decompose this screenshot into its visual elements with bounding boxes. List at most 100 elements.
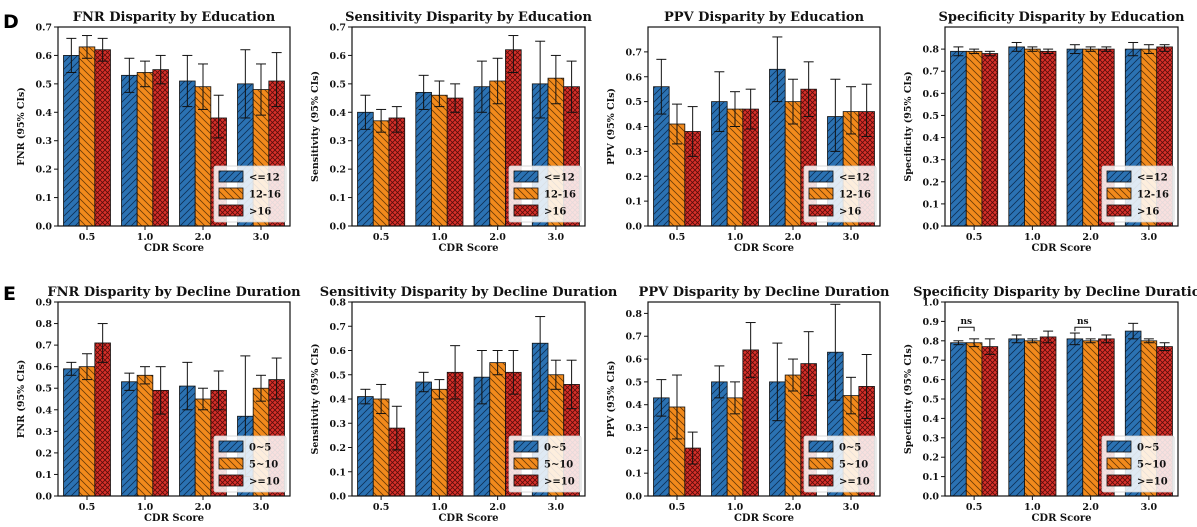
x-tick-label: 0.5	[669, 232, 686, 243]
y-tick-label: 0.6	[922, 89, 939, 100]
y-tick-label: 0.1	[329, 467, 346, 478]
x-tick-label: 0.5	[669, 502, 686, 513]
bar-hatch	[1083, 49, 1099, 226]
y-tick-label: 0.7	[35, 23, 52, 34]
y-tick-label: 0.2	[329, 165, 346, 176]
significance-bracket	[958, 327, 974, 331]
legend-label: 0~5	[839, 443, 861, 454]
bar-hatch	[1083, 341, 1099, 496]
y-tick-label: 0.0	[329, 222, 346, 233]
bar-hatch	[195, 399, 211, 496]
y-tick-label: 0.0	[922, 492, 939, 503]
y-tick-label: 0.0	[329, 492, 346, 503]
y-tick-label: 0.8	[922, 45, 939, 56]
legend-label: >16	[544, 207, 566, 218]
chart-4: FNR Disparity by Decline Duration0.00.10…	[16, 285, 301, 524]
y-tick-label: 0.0	[35, 222, 52, 233]
legend-label: 12-16	[544, 190, 576, 201]
y-tick-label: 0.7	[35, 341, 52, 352]
chart-title: PPV Disparity by Decline Duration	[639, 285, 890, 300]
chart-6: PPV Disparity by Decline Duration 0.0 0.1 0…	[606, 285, 890, 524]
legend-swatch-hatch	[514, 441, 538, 452]
y-axis-label: PPV (95% CIs)	[606, 88, 617, 165]
y-tick-label: 0.5	[625, 377, 642, 388]
bar-hatch	[389, 118, 405, 226]
chart-1: Sensitivity Disparity by Education0.00.1…	[310, 10, 592, 254]
significance-annotation: ns	[1075, 317, 1091, 331]
y-axis-label: PPV (95% CIs)	[606, 361, 617, 438]
legend-label: 12-16	[839, 190, 871, 201]
legend: 0~5 5~10 >=10	[214, 436, 286, 492]
legend: <=12 12-16 >16	[1102, 166, 1174, 222]
y-tick-label: 0.4	[329, 395, 346, 406]
y-tick-label: 0.7	[922, 356, 939, 367]
y-tick-label: 0.1	[625, 197, 642, 208]
legend-swatch-hatch	[1107, 171, 1131, 182]
y-tick-label: 0.1	[922, 472, 939, 483]
panel-label-e: E	[3, 283, 16, 305]
y-tick-label: 0.7	[625, 332, 642, 343]
bar-hatch	[373, 121, 389, 226]
significance-annotation: ns	[958, 317, 974, 331]
legend-label: 12-16	[1137, 190, 1169, 201]
legend-swatch-hatch	[809, 441, 833, 452]
x-tick-label: 1.0	[727, 502, 744, 513]
y-tick-label: 0.3	[922, 433, 939, 444]
y-tick-label: 0.6	[35, 51, 52, 62]
legend-swatch-hatch	[1107, 458, 1131, 469]
y-tick-label: 0.2	[35, 448, 52, 459]
y-axis-label: Sensitivity (95% CIs)	[310, 71, 321, 182]
y-tick-label: 0.1	[329, 193, 346, 204]
y-tick-label: 0.3	[625, 147, 642, 158]
legend-label: <=12	[544, 173, 575, 184]
chart-title: FNR Disparity by Education	[73, 10, 276, 25]
legend-swatch-hatch	[1107, 441, 1131, 452]
x-tick-label: 0.5	[966, 232, 983, 243]
bar-hatch	[1040, 51, 1056, 226]
x-tick-label: 1.0	[727, 232, 744, 243]
y-tick-label: 0.3	[922, 155, 939, 166]
bar-hatch	[1009, 47, 1025, 226]
x-axis-label: CDR Score	[438, 513, 498, 524]
bar-hatch	[64, 55, 80, 226]
bar-hatch	[1067, 49, 1083, 226]
legend-label: >=10	[1137, 477, 1168, 488]
y-tick-label: 0.5	[35, 79, 52, 90]
y-tick-label: 0.2	[625, 446, 642, 457]
y-tick-label: 0.5	[35, 384, 52, 395]
legend-swatch-hatch	[514, 458, 538, 469]
bar-hatch	[1067, 339, 1083, 496]
legend-swatch-hatch	[1107, 475, 1131, 486]
legend-label: 0~5	[544, 443, 566, 454]
y-tick-label: 0.7	[922, 67, 939, 78]
bar-hatch	[1025, 49, 1041, 226]
chart-title: PPV Disparity by Education	[664, 10, 865, 25]
bar-hatch	[966, 343, 982, 496]
y-tick-label: 0.4	[35, 108, 52, 119]
x-axis-label: CDR Score	[1031, 243, 1091, 254]
y-tick-label: 0.3	[329, 419, 346, 430]
y-tick-label: 0.8	[625, 309, 642, 320]
bar-hatch	[153, 70, 169, 226]
y-tick-label: 0.2	[329, 443, 346, 454]
bar-hatch	[1040, 337, 1056, 496]
y-axis-label: FNR (95% CIs)	[16, 87, 27, 166]
y-tick-label: 0.2	[35, 165, 52, 176]
x-tick-label: 2.0	[195, 502, 212, 513]
bar-hatch	[1025, 341, 1041, 496]
x-tick-label: 0.5	[373, 502, 390, 513]
legend-swatch-hatch	[514, 188, 538, 199]
x-tick-label: 1.0	[1024, 232, 1041, 243]
y-tick-label: 0.6	[625, 355, 642, 366]
legend-swatch-hatch	[809, 458, 833, 469]
y-tick-label: 0.4	[922, 414, 939, 425]
x-axis-label: CDR Score	[438, 243, 498, 254]
x-tick-label: 1.0	[137, 502, 154, 513]
panel-label-d: D	[3, 11, 19, 33]
x-axis-label: CDR Score	[1031, 513, 1091, 524]
x-tick-label: 3.0	[548, 232, 565, 243]
bar-hatch	[982, 347, 998, 496]
x-tick-label: 2.0	[489, 502, 506, 513]
bar-hatch	[951, 51, 967, 226]
significance-bracket	[1075, 327, 1091, 331]
